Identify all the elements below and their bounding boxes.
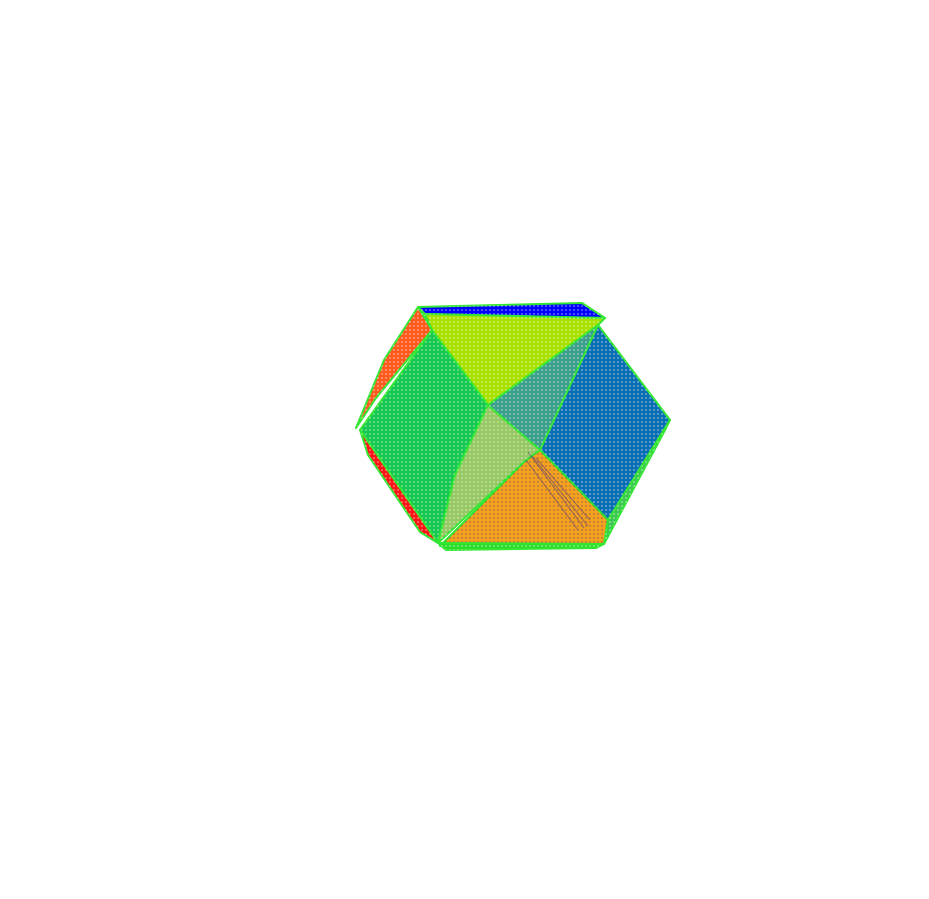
center-face-points (438, 405, 540, 543)
upper-back-face-points (425, 314, 605, 405)
left-face-points (360, 330, 488, 543)
bottom-face-points (438, 543, 604, 550)
upper-left-face-points (356, 307, 432, 428)
cuboctahedron (355, 302, 671, 551)
shadow-streak (527, 451, 585, 529)
shadow-streak (531, 455, 589, 527)
center-back-face-points (488, 325, 598, 450)
lower-left-face-points (360, 430, 438, 543)
lower-right-face-points (604, 420, 670, 544)
shadow-streak (535, 457, 591, 521)
lower-center-face-points (440, 450, 608, 546)
shadow-streak (525, 459, 579, 531)
